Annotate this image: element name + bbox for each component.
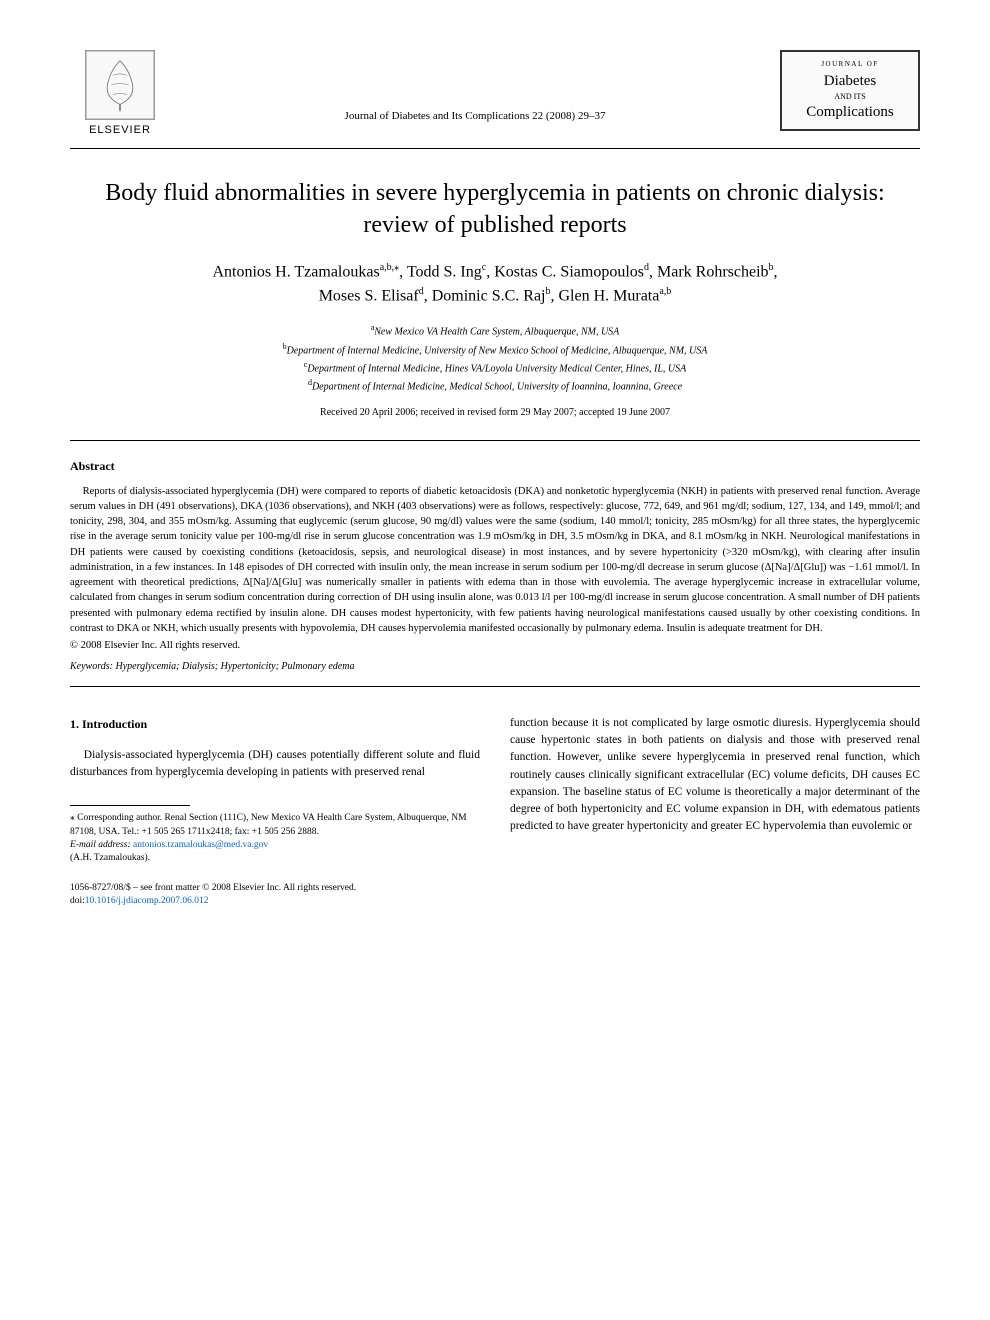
article-dates: Received 20 April 2006; received in revi… bbox=[70, 407, 920, 418]
journal-reference: Journal of Diabetes and Its Complication… bbox=[170, 50, 780, 122]
author-name: , Kostas C. Siamopoulos bbox=[486, 263, 644, 280]
footer-info: 1056-8727/08/$ – see front matter © 2008… bbox=[70, 882, 480, 909]
journal-logo-line1: Diabetes bbox=[788, 72, 912, 90]
journal-logo-topline: JOURNAL OF bbox=[788, 60, 912, 68]
abstract-bottom-rule bbox=[70, 686, 920, 687]
affiliations: aNew Mexico VA Health Care System, Albuq… bbox=[70, 322, 920, 394]
affiliation-d: dDepartment of Internal Medicine, Medica… bbox=[70, 377, 920, 394]
journal-logo-and: AND ITS bbox=[788, 92, 912, 101]
affiliation-c: cDepartment of Internal Medicine, Hines … bbox=[70, 359, 920, 376]
author-name: , Dominic S.C. Raj bbox=[424, 287, 546, 304]
affiliation-a: aNew Mexico VA Health Care System, Albuq… bbox=[70, 322, 920, 339]
author-affil-sup: a,b,⁎ bbox=[380, 262, 399, 273]
keywords-text: Hyperglycemia; Dialysis; Hypertonicity; … bbox=[113, 661, 355, 672]
author-name: , Glen H. Murata bbox=[550, 287, 659, 304]
article-title: Body fluid abnormalities in severe hyper… bbox=[70, 177, 920, 242]
abstract-heading: Abstract bbox=[70, 459, 920, 474]
column-left: 1. Introduction Dialysis-associated hype… bbox=[70, 715, 480, 908]
doi-label: doi: bbox=[70, 896, 85, 906]
page-header: ELSEVIER Journal of Diabetes and Its Com… bbox=[70, 50, 920, 136]
publisher-name: ELSEVIER bbox=[89, 124, 151, 136]
doi-link[interactable]: 10.1016/j.jdiacomp.2007.06.012 bbox=[85, 896, 209, 906]
keywords-label: Keywords: bbox=[70, 661, 113, 672]
author-name: , Mark Rohrscheib bbox=[649, 263, 769, 280]
header-divider bbox=[70, 148, 920, 149]
publisher-logo: ELSEVIER bbox=[70, 50, 170, 136]
abstract-text: Reports of dialysis-associated hyperglyc… bbox=[70, 484, 920, 636]
affiliation-b: bDepartment of Internal Medicine, Univer… bbox=[70, 341, 920, 358]
authors-list: Antonios H. Tzamaloukasa,b,⁎, Todd S. In… bbox=[70, 260, 920, 309]
author-name: Moses S. Elisaf bbox=[319, 287, 419, 304]
intro-heading: 1. Introduction bbox=[70, 715, 480, 733]
body-columns: 1. Introduction Dialysis-associated hype… bbox=[70, 715, 920, 908]
email-attribution: (A.H. Tzamaloukas). bbox=[70, 852, 480, 865]
email-link[interactable]: antonios.tzamaloukas@med.va.gov bbox=[133, 840, 268, 850]
author-name: Antonios H. Tzamaloukas bbox=[212, 263, 379, 280]
author-affil-sup: a,b bbox=[659, 286, 671, 297]
column-right: function because it is not complicated b… bbox=[510, 715, 920, 908]
intro-para-right: function because it is not complicated b… bbox=[510, 715, 920, 836]
author-name: , Todd S. Ing bbox=[399, 263, 482, 280]
journal-logo-line2: Complications bbox=[788, 103, 912, 121]
intro-para-left: Dialysis-associated hyperglycemia (DH) c… bbox=[70, 747, 480, 782]
journal-logo: JOURNAL OF Diabetes AND ITS Complication… bbox=[780, 50, 920, 131]
elsevier-tree-icon bbox=[85, 50, 155, 120]
corresponding-author-footnote: ⁎ Corresponding author. Renal Section (1… bbox=[70, 812, 480, 839]
front-matter-line: 1056-8727/08/$ – see front matter © 2008… bbox=[70, 882, 480, 895]
email-label: E-mail address: bbox=[70, 840, 131, 850]
keywords: Keywords: Hyperglycemia; Dialysis; Hyper… bbox=[70, 661, 920, 672]
abstract-top-rule bbox=[70, 440, 920, 441]
doi-line: doi:10.1016/j.jdiacomp.2007.06.012 bbox=[70, 895, 480, 908]
email-footnote: E-mail address: antonios.tzamaloukas@med… bbox=[70, 839, 480, 852]
footnote-rule bbox=[70, 805, 190, 806]
abstract-copyright: © 2008 Elsevier Inc. All rights reserved… bbox=[70, 640, 920, 651]
